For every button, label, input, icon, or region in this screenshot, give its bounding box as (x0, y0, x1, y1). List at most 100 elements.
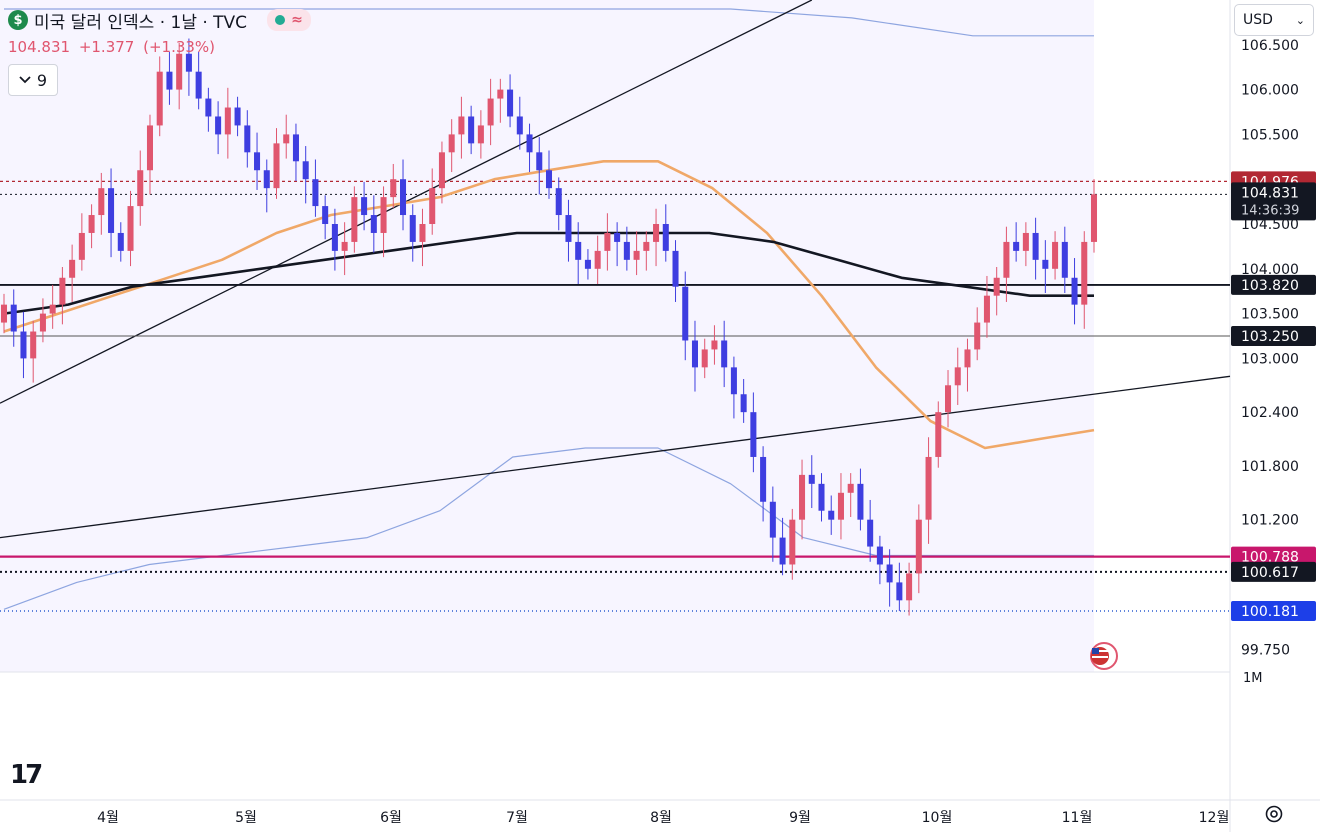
candle-body (409, 215, 416, 242)
candle-body (224, 107, 231, 135)
candle-body (20, 331, 27, 359)
candle-body (604, 232, 611, 251)
candle-body (799, 474, 806, 520)
last-price: 104.831 (8, 38, 71, 56)
candle-body (721, 340, 728, 368)
time-axis-tick: 5월 (235, 810, 257, 826)
candle-body (633, 250, 640, 260)
price-label-box (1231, 274, 1316, 295)
chart-header: $ 미국 달러 인덱스 · 1날 · TVC ≈ (8, 6, 311, 34)
candle-body (263, 170, 270, 189)
candle-body (614, 232, 621, 242)
candle-body (623, 241, 630, 260)
currency-value: USD (1243, 12, 1273, 28)
candle-body (867, 519, 874, 547)
candle-body (886, 564, 893, 583)
candle-body (662, 224, 669, 251)
market-status-icon (275, 15, 286, 25)
gear-icon[interactable] (1262, 802, 1286, 826)
market-status[interactable]: ≈ (267, 9, 311, 31)
tradingview-logo[interactable]: 17 (10, 760, 43, 790)
candle-body (643, 241, 650, 251)
candle-body (254, 152, 261, 171)
price-change-pct: (+1.33%) (143, 38, 216, 56)
candle-body (185, 53, 192, 72)
chevron-down-icon (19, 76, 31, 84)
candle-body (78, 232, 85, 260)
candle-body (507, 89, 514, 117)
candle-body (390, 179, 397, 198)
candle-body (59, 277, 66, 305)
candle-body (701, 349, 708, 368)
candle-body (740, 394, 747, 413)
us-flag-icon[interactable] (1090, 642, 1118, 670)
chevron-down-icon: ⌄ (1295, 13, 1305, 27)
candle-body (964, 349, 971, 368)
candle-body (847, 483, 854, 493)
candle-body (1042, 259, 1049, 269)
time-axis-tick: 6월 (380, 810, 402, 826)
candle-body (361, 197, 368, 216)
candle-body (682, 286, 689, 341)
time-axis-tick: 9월 (789, 810, 811, 826)
candle-body (244, 125, 251, 153)
price-label-value: 104.831 (1241, 185, 1299, 201)
candle-body (808, 474, 815, 484)
price-label-value: 103.820 (1241, 278, 1299, 294)
candle-body (205, 98, 212, 117)
time-axis-tick: 10월 (922, 810, 953, 826)
candle-body (906, 573, 913, 601)
candle-body (400, 179, 407, 216)
candle-body (351, 197, 358, 242)
candle-body (1081, 241, 1088, 305)
candle-body (760, 456, 767, 502)
symbol-title[interactable]: 미국 달러 인덱스 · 1날 · TVC (34, 12, 248, 33)
candle-body (555, 188, 562, 216)
price-axis-tick: 106.000 (1241, 83, 1299, 99)
candle-body (993, 277, 1000, 296)
candle-body (487, 98, 494, 126)
candle-body (477, 125, 484, 144)
price-axis-tick: 99.750 (1241, 643, 1290, 659)
candle-body (108, 188, 115, 233)
price-axis-tick: 101.200 (1241, 513, 1299, 529)
price-axis-tick: 105.500 (1241, 127, 1299, 143)
indicators-toggle-button[interactable]: 9 (8, 64, 58, 96)
candle-body (283, 134, 290, 144)
candle-body (234, 107, 241, 126)
candle-body (312, 179, 319, 207)
candle-body (497, 89, 504, 99)
candle-body (156, 71, 163, 126)
candle-body (828, 510, 835, 520)
candle-body (1022, 232, 1029, 251)
candle-body (954, 367, 961, 386)
candle-body (1003, 241, 1010, 278)
candle-body (458, 116, 465, 135)
candle-body (691, 340, 698, 368)
candle-body (176, 53, 183, 90)
candle-body (672, 250, 679, 287)
candle-body (88, 215, 95, 233)
candle-body (195, 71, 202, 99)
price-axis-tick: 103.000 (1241, 351, 1299, 367)
candle-body (30, 331, 37, 359)
price-change: +1.377 (78, 38, 135, 56)
candle-body (39, 313, 46, 332)
time-axis-tick: 8월 (650, 810, 672, 826)
candle-body (1013, 241, 1020, 251)
price-label-countdown: 14:36:39 (1241, 203, 1299, 218)
candle-body (584, 259, 591, 269)
candle-body (876, 546, 883, 565)
time-axis-tick: 12월 (1199, 810, 1230, 826)
candle-body (857, 483, 864, 520)
candle-body (935, 412, 942, 457)
candle-body (516, 116, 523, 135)
quote-line: 104.831 +1.377 (+1.33%) (8, 38, 219, 56)
price-axis-tick: 103.500 (1241, 307, 1299, 323)
candle-body (69, 259, 76, 278)
candle-body (945, 385, 952, 413)
candle-body (711, 340, 718, 350)
currency-select[interactable]: USD ⌄ (1234, 4, 1314, 36)
candle-body (1071, 277, 1078, 305)
